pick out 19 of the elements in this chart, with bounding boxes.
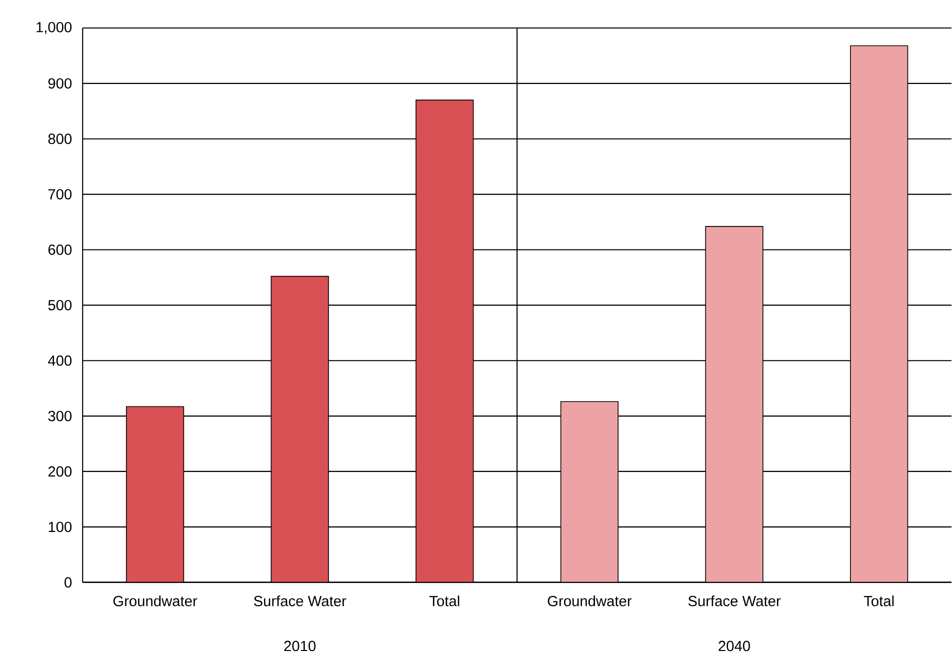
text: 2040 bbox=[718, 641, 750, 652]
x-tick-label: Surface Water bbox=[254, 596, 346, 606]
y-tick-label: 900 bbox=[48, 78, 72, 89]
y-tick-label: 500 bbox=[48, 300, 72, 311]
y-tick-label: 600 bbox=[48, 244, 72, 256]
x-tick-label: Groundwater bbox=[548, 596, 632, 606]
x-tick-label: Total bbox=[864, 596, 894, 606]
y-tick-label: 1,000 bbox=[36, 22, 72, 34]
y-tick-label: 800 bbox=[48, 134, 72, 144]
text: 2010 bbox=[284, 641, 316, 652]
x-tick-label: Total bbox=[430, 596, 460, 606]
y-tick-label: 300 bbox=[48, 411, 72, 422]
y-tick-label: 0 bbox=[64, 577, 72, 588]
y-tick-label: 400 bbox=[48, 356, 72, 366]
x-tick-label: Groundwater bbox=[113, 596, 198, 606]
y-tick-label: 100 bbox=[48, 522, 72, 532]
x-tick-label: Surface Water bbox=[688, 596, 781, 606]
y-tick-label: 200 bbox=[48, 466, 72, 477]
y-tick-label: 700 bbox=[48, 189, 72, 200]
